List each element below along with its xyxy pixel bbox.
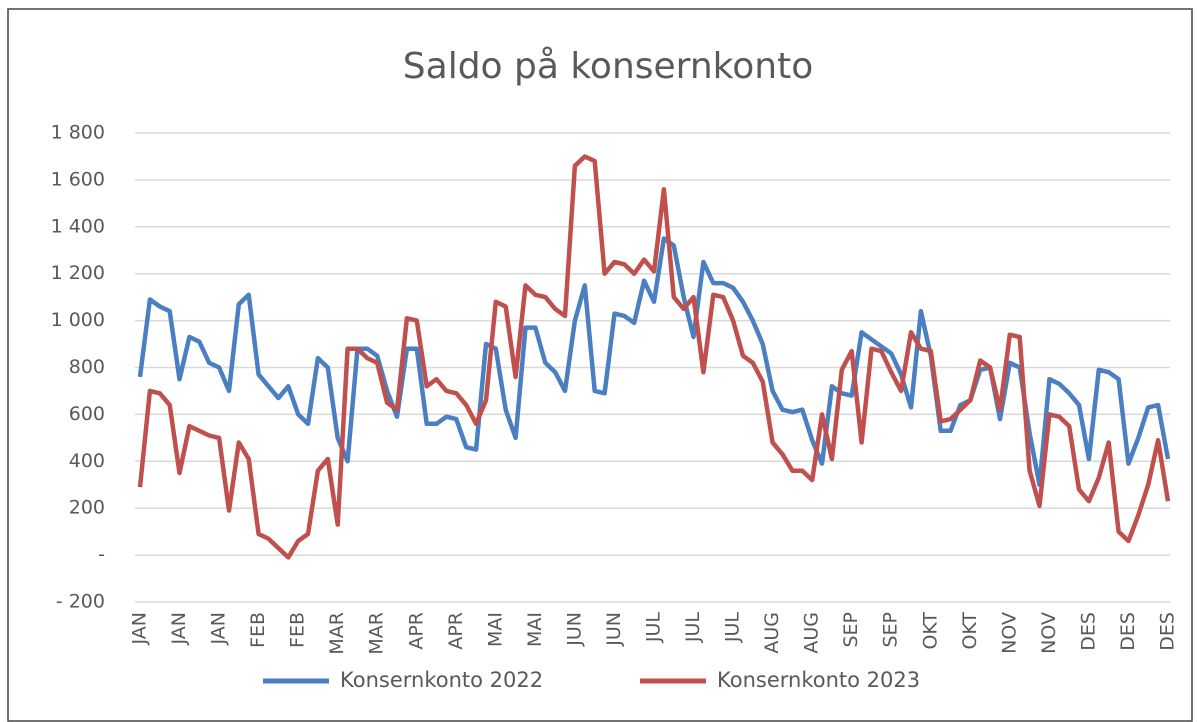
x-tick-label: JAN [208,612,230,645]
y-tick-label: 400 [69,450,105,472]
x-tick-label: SEP [880,612,902,648]
chart-title: Saldo på konsernkonto [403,46,813,87]
x-tick-label: DES [1157,612,1179,651]
y-tick-label: 1 400 [51,215,105,237]
y-tick-label: - [98,544,105,566]
x-tick-label: SEP [840,612,862,648]
legend-label: Konsernkonto 2022 [340,668,543,692]
legend-label: Konsernkonto 2023 [717,668,920,692]
x-tick-label: MAI [484,612,506,647]
x-tick-label: JUL [643,612,665,644]
x-tick-label: JUN [563,612,585,647]
x-tick-label: NOV [998,612,1020,654]
x-tick-label: APR [445,612,467,650]
x-tick-label: AUG [801,612,823,654]
y-tick-label: 1 600 [51,168,105,190]
x-tick-label: APR [405,612,427,650]
x-tick-label: JUL [722,612,744,644]
y-tick-label: 600 [69,403,105,425]
y-tick-label: 800 [69,356,105,378]
x-tick-label: MAI [524,612,546,647]
x-tick-label: MAR [366,612,388,655]
x-tick-label: JAN [129,612,151,645]
x-tick-label: JUL [682,612,704,644]
series-line [137,154,1171,560]
y-tick-label: - 200 [56,591,105,613]
x-tick-label: FEB [247,612,269,648]
y-tick-label: 1 800 [51,122,105,144]
x-tick-label: JAN [168,612,190,645]
x-tick-label: FEB [287,612,309,648]
x-tick-label: MAR [326,612,348,655]
y-tick-label: 1 000 [51,309,105,331]
x-tick-label: AUG [761,612,783,654]
x-tick-label: DES [1077,612,1099,651]
x-tick-label: OKT [919,612,941,650]
x-tick-label: OKT [959,612,981,650]
x-tick-label: DES [1117,612,1139,651]
y-tick-label: 1 200 [51,262,105,284]
x-tick-label: JUN [603,612,625,647]
x-tick-label: NOV [1038,612,1060,654]
y-tick-label: 200 [69,497,105,519]
